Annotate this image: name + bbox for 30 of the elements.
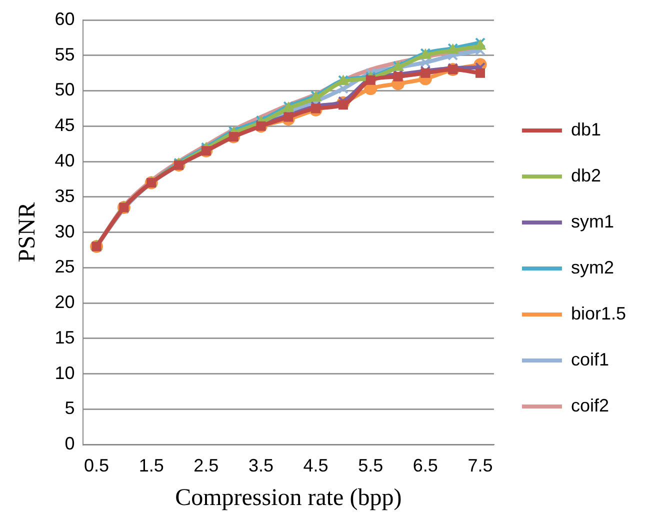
y-tick-label: 15 [54, 327, 75, 348]
y-tick-label: 10 [54, 362, 75, 383]
legend-label: db1 [570, 119, 602, 140]
y-tick-label: 25 [54, 256, 75, 277]
y-tick-label: 60 [54, 8, 75, 29]
y-tick-label: 0 [64, 434, 75, 454]
legend-label: sym1 [570, 211, 614, 232]
x-tick-label: 3.5 [248, 455, 274, 476]
x-tick-label: 5.5 [358, 455, 384, 476]
y-tick-label: 20 [54, 292, 75, 312]
y-tick-label: 35 [54, 186, 75, 206]
y-axis-title: PSNR [14, 202, 41, 262]
y-tick-label: 40 [54, 150, 75, 170]
y-tick-label: 45 [54, 115, 75, 136]
x-tick-label: 2.5 [194, 455, 219, 476]
y-tick-label: 30 [54, 221, 75, 242]
y-tick-label: 50 [54, 80, 75, 100]
x-axis-title: Compression rate (bpp) [175, 484, 402, 511]
legend-label: db2 [570, 165, 602, 186]
legend-label: bior1.5 [570, 303, 626, 324]
x-tick-label: 6.5 [412, 455, 438, 476]
y-tick-label: 5 [64, 398, 75, 418]
y-tick-label: 55 [54, 44, 75, 64]
legend-label: coif2 [570, 395, 609, 416]
x-tick-label: 4.5 [303, 455, 328, 476]
legend-label: sym2 [570, 257, 614, 278]
legend-label: coif1 [570, 349, 609, 370]
x-tick-label: 7.5 [468, 455, 493, 476]
x-tick-label: 0.5 [84, 455, 110, 476]
x-tick-label: 1.5 [138, 455, 164, 476]
